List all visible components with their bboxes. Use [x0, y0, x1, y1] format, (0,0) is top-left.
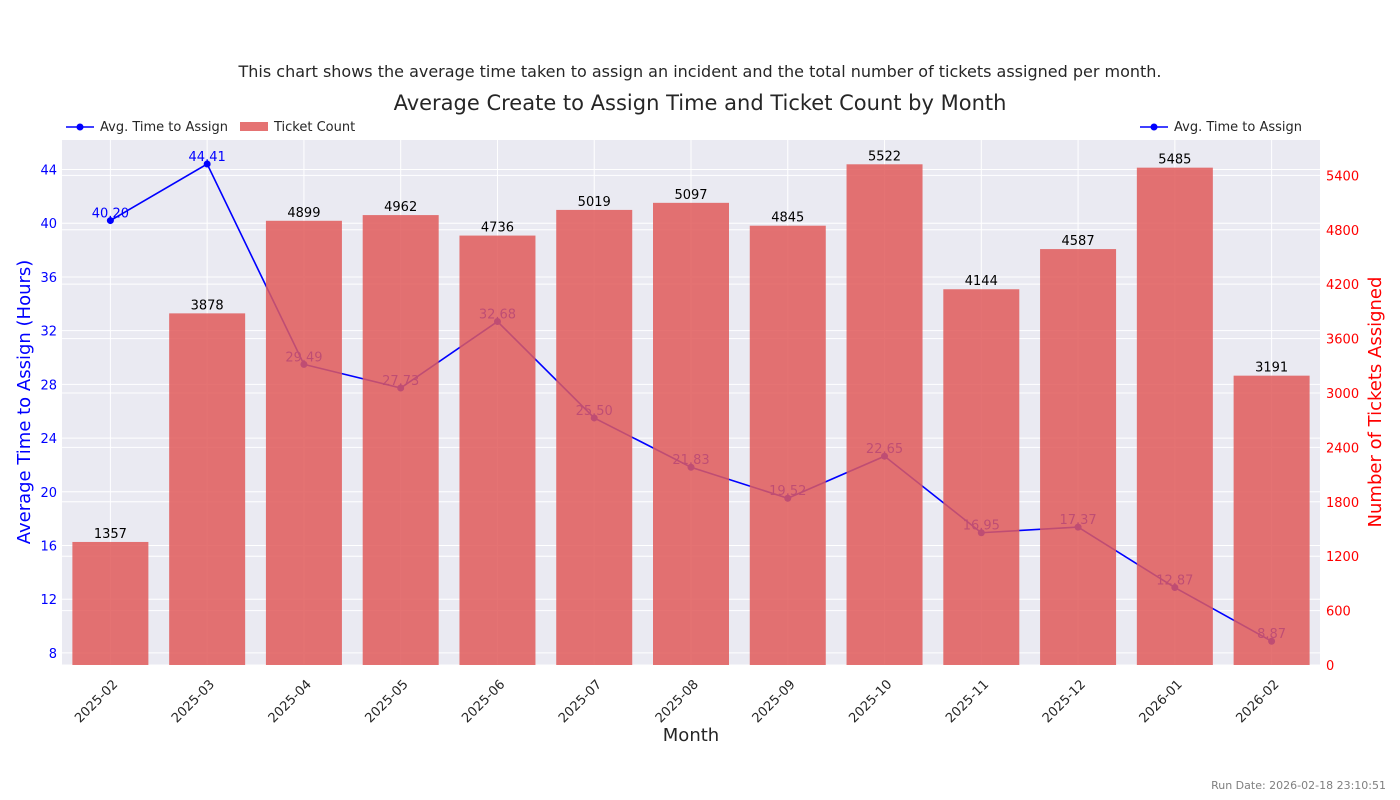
bar-data-label: 5485 [1158, 153, 1191, 168]
bar-data-label: 4962 [384, 200, 417, 215]
x-axis-label: Month [663, 725, 719, 746]
bar [265, 220, 342, 665]
y-left-tick-label: 28 [40, 378, 57, 393]
bar-data-label: 5522 [868, 149, 901, 164]
bar-data-label: 3878 [191, 298, 224, 313]
bar [1136, 167, 1213, 665]
bar [362, 215, 439, 666]
line-data-label: 44.41 [189, 150, 226, 165]
bar [169, 313, 246, 665]
bar-data-label: 4845 [771, 211, 804, 226]
y-left-tick-label: 24 [40, 432, 57, 447]
chart-title: Average Create to Assign Time and Ticket… [393, 91, 1007, 115]
y-right-tick-label: 5400 [1326, 169, 1359, 184]
y-right-tick-label: 600 [1326, 605, 1351, 620]
x-tick-label: 2025-06 [459, 677, 508, 726]
bar [72, 541, 149, 665]
y-right-tick-label: 3600 [1326, 333, 1359, 348]
y-right-tick-label: 4200 [1326, 278, 1359, 293]
y-left-tick-label: 32 [40, 325, 57, 340]
bar [943, 289, 1020, 665]
y-right-tick-label: 1200 [1326, 550, 1359, 565]
line-point [106, 217, 114, 225]
y-left-tick-label: 20 [40, 486, 57, 501]
x-tick-label: 2025-05 [362, 677, 411, 726]
x-tick-label: 2026-01 [1137, 677, 1186, 726]
y-left-tick-label: 8 [49, 647, 57, 662]
x-tick-label: 2025-02 [72, 677, 121, 726]
x-tick-label: 2025-10 [846, 677, 895, 726]
line-point [203, 160, 211, 168]
y-right-tick-label: 4800 [1326, 224, 1359, 239]
bar-data-label: 4736 [481, 221, 514, 236]
y-left-tick-label: 12 [40, 593, 57, 608]
x-tick-label: 2025-09 [750, 677, 799, 726]
bar [846, 164, 923, 665]
y-right-tick-label: 3000 [1326, 387, 1359, 402]
y-right-axis-label: Number of Tickets Assigned [1365, 277, 1386, 528]
legend-line-marker [1150, 123, 1158, 131]
legend-label: Avg. Time to Assign [100, 120, 228, 135]
x-tick-label: 2025-07 [556, 677, 605, 726]
y-right-tick-label: 1800 [1326, 496, 1359, 511]
bar-data-label: 4899 [287, 206, 320, 221]
bar [653, 202, 729, 665]
chart-subtitle: This chart shows the average time taken … [238, 62, 1162, 81]
y-left-tick-label: 36 [40, 271, 57, 286]
x-tick-label: 2025-12 [1040, 677, 1089, 726]
bar-data-label: 4587 [1062, 234, 1095, 249]
x-tick-label: 2025-03 [169, 677, 218, 726]
y-left-tick-label: 44 [40, 164, 57, 179]
bar [1233, 375, 1310, 665]
run-date: Run Date: 2026-02-18 23:10:51 [1211, 779, 1386, 792]
line-data-label: 40.20 [92, 207, 129, 222]
bar-data-label: 1357 [94, 527, 127, 542]
legend-label: Ticket Count [273, 120, 355, 135]
y-left-tick-label: 40 [40, 217, 57, 232]
y-left-tick-label: 16 [40, 539, 57, 554]
x-tick-label: 2025-11 [943, 677, 992, 726]
bar [749, 225, 826, 665]
bar [556, 209, 633, 665]
x-tick-label: 2026-02 [1233, 677, 1282, 726]
bar [459, 235, 536, 665]
y-left-axis-label: Average Time to Assign (Hours) [14, 260, 35, 545]
x-tick-label: 2025-04 [266, 677, 315, 726]
x-tick-label: 2025-08 [653, 677, 702, 726]
y-right-tick-label: 2400 [1326, 441, 1359, 456]
bar-data-label: 4144 [965, 274, 998, 289]
legend-line-marker [76, 123, 84, 131]
bar-data-label: 5097 [674, 188, 707, 203]
legend-label: Avg. Time to Assign [1174, 120, 1302, 135]
bar [1040, 249, 1117, 665]
y-right-tick-label: 0 [1326, 659, 1334, 674]
bar-data-label: 3191 [1255, 361, 1288, 376]
legend-bar-swatch [240, 122, 268, 131]
bar-data-label: 5019 [578, 195, 611, 210]
